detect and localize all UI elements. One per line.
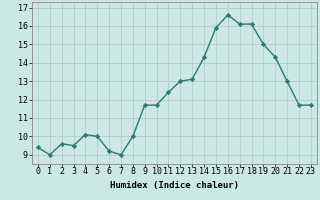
X-axis label: Humidex (Indice chaleur): Humidex (Indice chaleur): [110, 181, 239, 190]
